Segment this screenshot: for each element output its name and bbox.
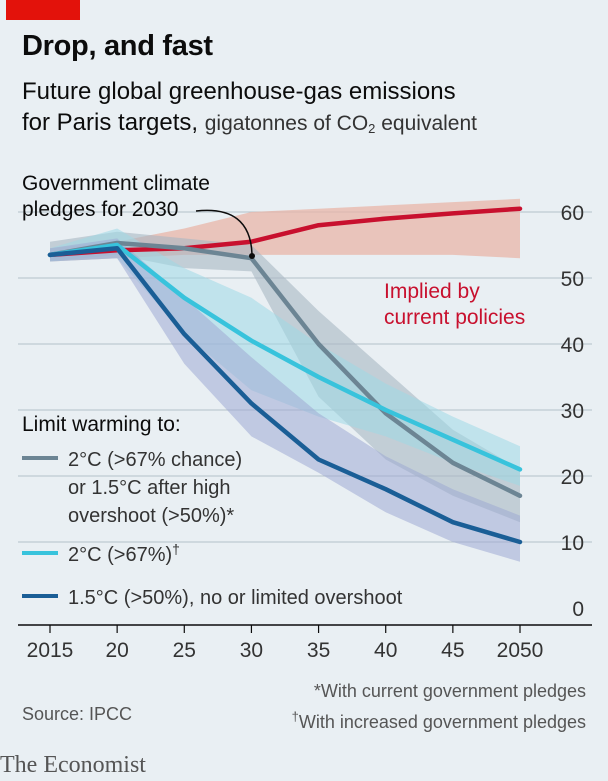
subtitle-line2: for Paris targets, gigatonnes of CO2 equ… xyxy=(22,107,592,144)
legend-gray-line1: 2°C (>67% chance) xyxy=(68,449,242,471)
x-tick-label-2015: 2015 xyxy=(27,639,74,662)
x-tick-label-2045: 45 xyxy=(441,639,464,662)
x-tick-label-2050: 2050 xyxy=(497,639,544,662)
footnote-increased-text: With increased government pledges xyxy=(298,712,586,732)
unit-subscript: 2 xyxy=(368,121,376,136)
legend-title: Limit warming to: xyxy=(22,413,181,436)
brand-red-tag xyxy=(6,0,80,20)
pledges-annotation-line1: Government climate xyxy=(22,172,210,195)
footnote-increased-pledges: †With increased government pledges xyxy=(292,704,586,735)
x-tick-label-2040: 40 xyxy=(374,639,397,662)
pledges-annotation-line2: pledges for 2030 xyxy=(22,198,178,221)
unit-text-end: equivalent xyxy=(375,112,477,135)
x-tick-label-2035: 35 xyxy=(307,639,330,662)
x-tick-label-2020: 20 xyxy=(105,639,128,662)
footnote-dagger: † xyxy=(291,709,299,724)
chart-title: Drop, and fast xyxy=(22,30,213,62)
x-tick-label-2030: 30 xyxy=(240,639,263,662)
x-tick-label-2025: 25 xyxy=(173,639,196,662)
legend-cyan-label: 2°C (>67%)† xyxy=(68,541,180,566)
axis-ticks: 0 10 20 30 40 50 60 2015 20 25 30 35 40 45 2050 xyxy=(27,202,584,662)
y-tick-label-40: 40 xyxy=(561,334,584,357)
legend-cyan-dagger: † xyxy=(172,541,180,557)
line-cyan xyxy=(47,242,523,472)
unit-text: gigatonnes of CO xyxy=(204,112,369,135)
line-current xyxy=(47,206,523,258)
series-lines xyxy=(47,206,523,545)
y-tick-label-0: 0 xyxy=(572,598,584,621)
current-policies-label-line1: Implied by xyxy=(384,280,480,303)
y-tick-label-60: 60 xyxy=(561,202,584,225)
y-tick-label-20: 20 xyxy=(561,466,584,489)
pledges-leader-line xyxy=(195,209,253,255)
y-tick-label-30: 30 xyxy=(561,400,584,423)
footnote-current-pledges: *With current government pledges xyxy=(313,681,586,701)
economist-logo: The Economist xyxy=(0,752,146,778)
y-tick-label-10: 10 xyxy=(561,532,584,555)
line-gray xyxy=(47,240,523,499)
band-blue xyxy=(50,238,520,562)
current-policies-label-line2: current policies xyxy=(384,306,525,329)
legend-cyan-text: 2°C (>67%) xyxy=(68,544,172,566)
footnotes: *With current government pledges †With i… xyxy=(292,678,586,735)
subtitle-line1: Future global greenhouse-gas emissions xyxy=(22,78,456,105)
subtitle-target: for Paris targets, xyxy=(22,109,199,136)
subtitle-unit: gigatonnes of CO2 equivalent xyxy=(204,112,477,136)
source-note: Source: IPCC xyxy=(22,704,133,724)
chart-subtitle: Future global greenhouse-gas emissions f… xyxy=(22,76,592,144)
line-blue xyxy=(47,246,523,545)
band-gray xyxy=(50,231,520,523)
legend-gray-line3: overshoot (>50%)* xyxy=(68,505,234,527)
legend-gray-line2: or 1.5°C after high xyxy=(68,477,231,499)
legend-blue-label: 1.5°C (>50%), no or limited overshoot xyxy=(68,587,403,609)
y-tick-label-50: 50 xyxy=(561,268,584,291)
pledges-leader-dot xyxy=(249,253,255,259)
